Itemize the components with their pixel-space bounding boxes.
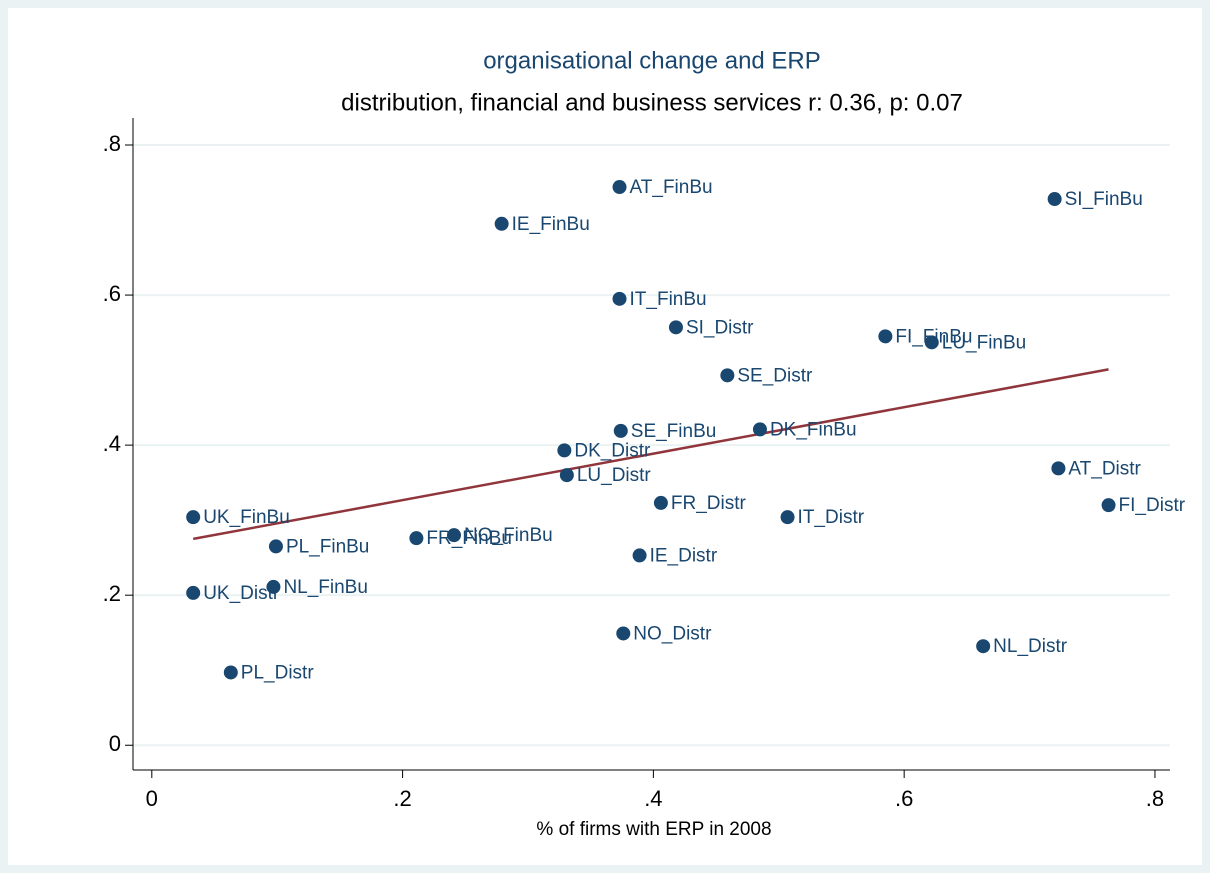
point [268, 539, 283, 554]
point [616, 626, 631, 641]
chart-title: organisational change and ERP [483, 47, 821, 74]
point [976, 639, 991, 654]
point-label: UK_Distr [203, 583, 280, 604]
point-label: LU_Distr [577, 465, 652, 486]
x-axis-label: % of firms with ERP in 2008 [536, 819, 771, 840]
point-label: IE_Distr [650, 545, 718, 566]
point [653, 495, 668, 510]
point-label: AT_Distr [1068, 458, 1141, 479]
y-tick-label: .4 [103, 431, 121, 456]
y-tick-label: .6 [103, 281, 121, 306]
point-label: SE_FinBu [631, 421, 717, 442]
point [752, 422, 767, 437]
point [612, 291, 627, 306]
point [632, 548, 647, 563]
point-label: NO_Distr [633, 623, 712, 644]
point-label: FI_Distr [1119, 495, 1186, 516]
point [878, 329, 893, 344]
x-tick-label: 0 [146, 786, 158, 811]
point [1101, 498, 1116, 513]
point [186, 585, 201, 600]
point [668, 320, 683, 335]
point-label: NL_Distr [993, 636, 1068, 657]
point [612, 180, 627, 195]
point-label: UK_FinBu [203, 507, 290, 528]
point [557, 443, 572, 458]
point [494, 216, 509, 231]
point-label: DK_FinBu [770, 419, 857, 440]
point [409, 531, 424, 546]
point [720, 368, 735, 383]
point [223, 665, 238, 680]
point-label: SI_FinBu [1065, 189, 1143, 210]
fit-line [192, 368, 1109, 541]
y-tick-label: .2 [103, 581, 121, 606]
point [559, 468, 574, 483]
point [1051, 461, 1066, 476]
x-tick-label: .2 [393, 786, 411, 811]
point [266, 579, 281, 594]
x-tick-label: .8 [1146, 786, 1164, 811]
point-label: DK_Distr [574, 440, 651, 461]
point-label: LU_FinBu [942, 332, 1027, 353]
point-label: SE_Distr [737, 365, 813, 386]
point-label: IE_FinBu [512, 214, 590, 235]
point-label: AT_FinBu [630, 177, 713, 198]
point-label: NL_FinBu [283, 577, 368, 598]
x-tick-label: .4 [644, 786, 662, 811]
point [447, 528, 462, 543]
point-label: IT_Distr [798, 507, 865, 528]
y-tick-label: 0 [109, 731, 121, 756]
point [924, 335, 939, 350]
graph-region [8, 8, 1202, 865]
point [186, 510, 201, 525]
point [780, 510, 795, 525]
x-tick-label: .6 [895, 786, 913, 811]
point [613, 423, 628, 438]
point [1047, 192, 1062, 207]
point-label: FR_Distr [671, 493, 747, 514]
point-label: PL_FinBu [286, 536, 369, 557]
chart-subtitle: distribution, financial and business ser… [341, 89, 963, 116]
point-label: SI_Distr [686, 317, 754, 338]
point-label: IT_FinBu [630, 289, 707, 310]
point-label: NO_FinBu [464, 525, 553, 546]
y-tick-label: .8 [103, 131, 121, 156]
point-label: PL_Distr [241, 662, 315, 683]
